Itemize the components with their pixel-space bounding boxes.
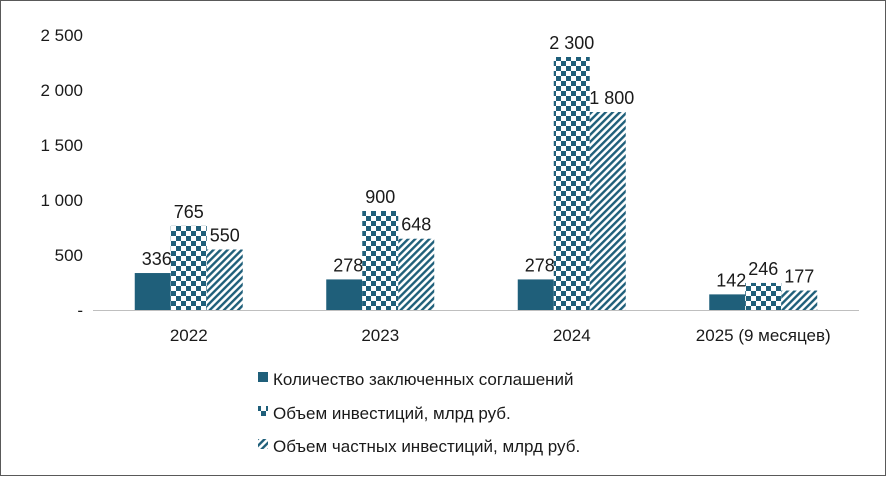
bar-series-1-2022 [134,273,171,310]
bar-series-3-2024 [589,112,626,310]
legend-label-series-2: Объем инвестиций, млрд руб. [273,404,511,423]
data-label-series-2-2024: 2 300 [549,33,594,53]
bar-series-3-2025 [781,290,818,310]
data-label-series-3-2022: 550 [210,226,240,246]
y-tick-label: 2 500 [40,26,83,45]
data-label-series-2-2022: 765 [174,202,204,222]
legend-label-series-1: Количество заключенных соглашений [273,370,574,389]
legend-label-series-3: Объем частных инвестиций, млрд руб. [273,437,580,456]
legend-swatch-series-2 [258,406,268,416]
x-category-label: 2025 (9 месяцев) [696,326,831,345]
legend-swatch-series-1 [258,372,268,382]
legend: Количество заключенных соглашений Объем … [258,370,580,456]
bar-series-2-2023 [362,211,399,310]
bars [134,57,818,310]
bar-series-1-2023 [326,279,363,310]
x-category-label: 2023 [361,326,399,345]
x-axis-category-labels: 2022 2023 2024 2025 (9 месяцев) [170,326,831,345]
y-tick-label: 2 000 [40,81,83,100]
y-tick-label: 1 000 [40,191,83,210]
bar-series-2-2022 [170,225,207,310]
bar-series-1-2024 [517,279,554,310]
data-label-series-1-2022: 336 [142,249,172,269]
data-label-series-1-2025: 142 [716,270,746,290]
x-category-label: 2024 [553,326,591,345]
bar-series-3-2022 [206,249,243,310]
y-tick-label: 500 [55,246,83,265]
bar-series-2-2025 [745,282,782,310]
data-label-series-1-2024: 278 [525,255,555,275]
data-label-series-1-2023: 278 [333,255,363,275]
data-label-series-3-2025: 177 [784,267,814,287]
bar-series-1-2025 [709,294,746,310]
data-label-series-2-2023: 900 [365,187,395,207]
data-label-series-2-2025: 246 [748,259,778,279]
y-axis-ticks: - 500 1 000 1 500 2 000 2 500 [40,26,83,320]
bar-series-3-2023 [398,238,435,310]
data-label-series-3-2024: 1 800 [589,88,634,108]
y-tick-label: 1 500 [40,136,83,155]
bar-series-2-2024 [553,57,590,310]
x-category-label: 2022 [170,326,208,345]
y-tick-label: - [77,301,83,320]
legend-swatch-series-3 [258,439,268,449]
data-label-series-3-2023: 648 [401,215,431,235]
